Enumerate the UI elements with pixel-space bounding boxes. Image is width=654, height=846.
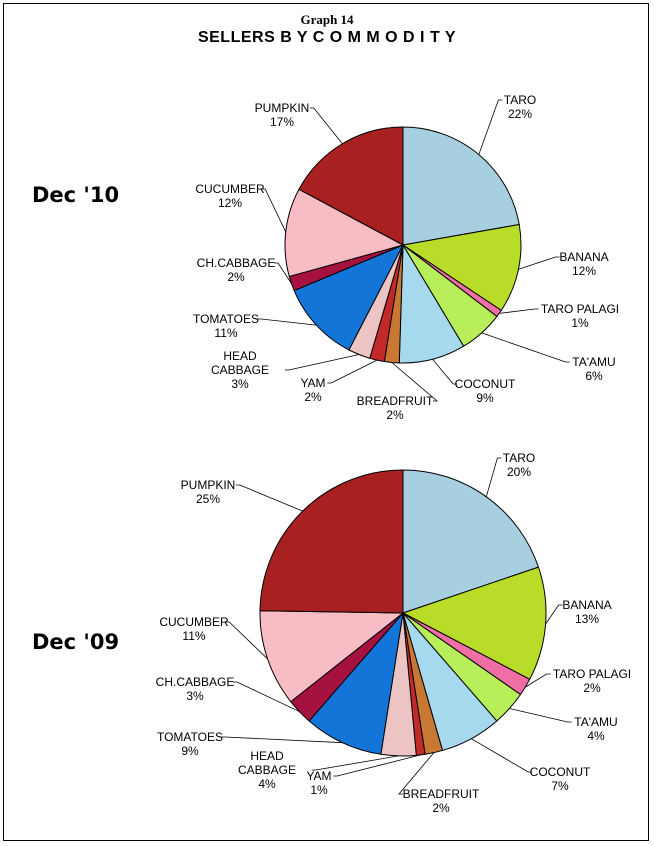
slice-name-taro-palagi: TARO PALAGI <box>541 302 619 316</box>
slice-percent-breadfruit: 2% <box>432 801 450 815</box>
slice-name-cucumber: CUCUMBER <box>159 615 229 629</box>
slice-name-pumpkin: PUMPKIN <box>255 101 310 115</box>
leader-line-ta-amu <box>481 332 570 363</box>
leader-line-yam <box>327 359 378 384</box>
slice-percent-head-cabbage: 3% <box>231 377 249 391</box>
slice-percent-banana: 12% <box>572 264 596 278</box>
leader-line-coconut <box>471 738 533 773</box>
slice-name-pumpkin: PUMPKIN <box>181 478 236 492</box>
slice-percent-pumpkin: 17% <box>270 115 294 129</box>
slice-name-ch-cabbage: CH.CABBAGE <box>197 256 276 270</box>
leader-line-taro <box>478 99 503 155</box>
slice-name-head-cabbage-1: CABBAGE <box>211 363 269 377</box>
leader-line-head-cabbage <box>311 755 399 771</box>
slice-name-banana: BANANA <box>562 598 611 612</box>
leader-line-tomatoes <box>257 318 317 326</box>
slice-percent-taro-palagi: 2% <box>583 681 601 695</box>
leader-line-taro <box>485 457 502 497</box>
leader-line-pumpkin <box>309 107 343 145</box>
slice-percent-ch-cabbage: 3% <box>186 689 204 703</box>
slice-percent-pumpkin: 25% <box>196 492 220 506</box>
leader-line-breadfruit <box>391 362 439 402</box>
slice-name-coconut: COCONUT <box>455 377 516 391</box>
slice-name-tomatoes: TOMATOES <box>193 312 259 326</box>
slice-percent-ta-amu: 6% <box>585 369 603 383</box>
leader-line-pumpkin <box>235 484 303 512</box>
panel-label-dec-10: Dec '10 <box>32 183 120 207</box>
slice-percent-ta-amu: 4% <box>587 729 605 743</box>
leader-line-head-cabbage <box>284 354 360 371</box>
slice-percent-tomatoes: 9% <box>181 744 199 758</box>
slice-name-tomatoes: TOMATOES <box>157 730 223 744</box>
slice-percent-cucumber: 12% <box>218 196 242 210</box>
slice-name-breadfruit: BREADFRUIT <box>357 394 434 408</box>
pie-slice-cucumber <box>284 188 405 278</box>
slice-percent-taro: 20% <box>507 465 531 479</box>
slice-name-head-cabbage-0: HEAD <box>223 349 257 363</box>
leader-line-cucumber <box>261 188 287 233</box>
slice-name-taro: TARO <box>504 93 536 107</box>
chart-frame <box>3 3 649 841</box>
slice-name-breadfruit: BREADFRUIT <box>403 787 480 801</box>
slice-percent-banana: 13% <box>575 612 599 626</box>
leader-line-yam <box>333 754 421 777</box>
leader-line-taro-palagi <box>499 308 539 314</box>
leader-line-cucumber <box>225 621 268 660</box>
slice-name-ta-amu: TA'AMU <box>574 715 617 729</box>
leader-line-ch-cabbage <box>274 262 292 284</box>
pie-slice-taro <box>402 126 520 246</box>
leader-line-ch-cabbage <box>233 681 300 713</box>
slice-name-coconut: COCONUT <box>530 765 591 779</box>
slice-name-banana: BANANA <box>559 250 608 264</box>
graph-label: Graph 14 <box>300 12 354 27</box>
pie-slice-tomatoes <box>293 244 405 351</box>
slice-percent-yam: 2% <box>304 390 322 404</box>
slice-name-head-cabbage-0: HEAD <box>250 749 284 763</box>
leader-line-taro-palagi <box>525 673 551 688</box>
slice-name-ta-amu: TA'AMU <box>572 355 615 369</box>
panel-label-dec-09: Dec '09 <box>32 630 120 654</box>
leader-line-breadfruit <box>398 752 435 795</box>
slice-percent-coconut: 7% <box>551 779 569 793</box>
pie-slice-pumpkin <box>259 469 404 614</box>
slice-percent-taro-palagi: 1% <box>571 316 589 330</box>
slice-name-yam: YAM <box>300 376 325 390</box>
chart-title: SELLERS B Y C O M M O D I T Y <box>197 29 457 46</box>
slice-percent-ch-cabbage: 2% <box>227 270 245 284</box>
leader-line-ta-amu <box>509 708 572 723</box>
slice-name-head-cabbage-1: CABBAGE <box>238 763 296 777</box>
slice-name-taro: TARO <box>503 451 535 465</box>
pie-slice-banana <box>401 566 547 680</box>
slice-percent-breadfruit: 2% <box>386 408 404 422</box>
pie-slice-tomatoes <box>308 611 404 755</box>
slice-percent-cucumber: 11% <box>182 629 205 643</box>
leader-line-banana <box>518 256 560 270</box>
slice-name-taro-palagi: TARO PALAGI <box>553 667 631 681</box>
leader-line-banana <box>545 604 563 625</box>
leader-line-tomatoes <box>221 736 343 744</box>
slice-percent-taro: 22% <box>508 107 532 121</box>
slice-name-ch-cabbage: CH.CABBAGE <box>156 675 235 689</box>
slice-percent-yam: 1% <box>310 783 328 797</box>
slice-name-yam: YAM <box>306 769 331 783</box>
slice-percent-tomatoes: 11% <box>214 326 237 340</box>
slice-percent-coconut: 9% <box>476 391 494 405</box>
slice-percent-head-cabbage: 4% <box>258 777 276 791</box>
leader-line-coconut <box>432 358 458 385</box>
pie-slice-pumpkin <box>298 126 404 246</box>
slice-name-cucumber: CUCUMBER <box>195 182 265 196</box>
